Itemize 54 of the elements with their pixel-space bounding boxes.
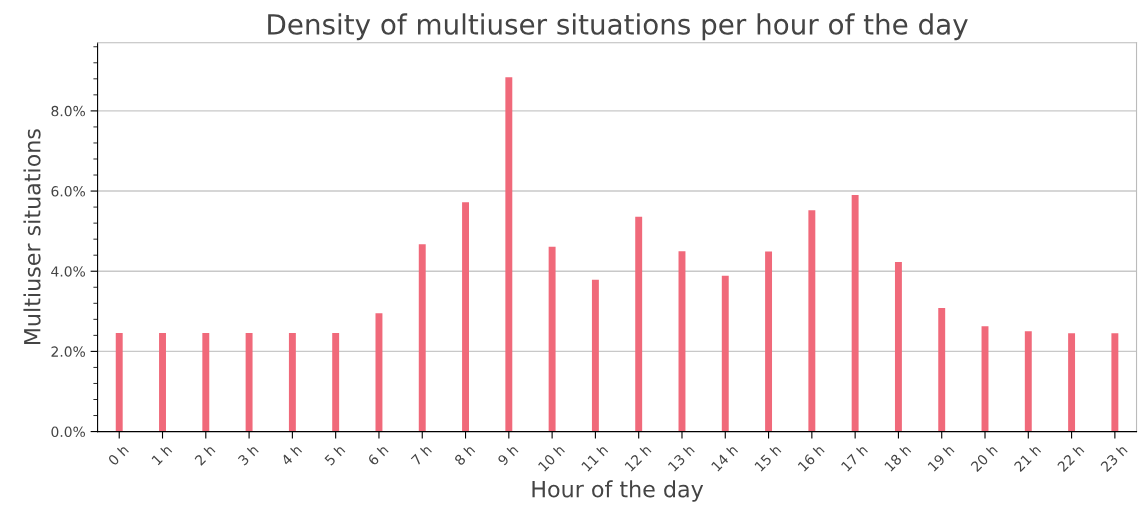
x-tick-label: 19 h — [927, 444, 955, 472]
bar — [808, 210, 816, 432]
x-tick-label: 16 h — [797, 444, 825, 472]
y-tick-label: 4.0% — [51, 266, 86, 277]
x-tick-label: 11 h — [580, 444, 609, 472]
bar — [332, 332, 340, 432]
bar — [548, 246, 556, 432]
x-tick-label: 18 h — [883, 444, 912, 472]
bar — [115, 332, 123, 432]
chart-title: Density of multiuser situations per hour of the day — [268, 13, 968, 41]
x-tick-label: 4 h — [280, 444, 303, 466]
bar — [202, 332, 210, 432]
bar — [591, 279, 599, 432]
bar — [635, 216, 643, 432]
y-tick-label: 8.0% — [51, 105, 86, 117]
bar — [462, 202, 469, 432]
bar — [418, 244, 426, 432]
bar — [1024, 331, 1032, 432]
bar — [1068, 333, 1076, 432]
bar — [288, 332, 296, 432]
x-tick-label: 9 h — [496, 444, 519, 466]
bar — [159, 332, 166, 432]
bar — [765, 251, 773, 432]
y-tick-label: 2.0% — [51, 346, 86, 357]
x-tick-label: 21 h — [1013, 444, 1042, 472]
x-tick-label: 22 h — [1056, 444, 1085, 472]
y-tick-label: 0.0% — [51, 426, 86, 438]
x-tick-label: 8 h — [453, 444, 476, 466]
y-tick-label: 6.0% — [51, 186, 86, 197]
x-tick-label: 12 h — [624, 444, 652, 472]
x-tick-label: 6 h — [367, 444, 389, 466]
x-tick-label: 17 h — [840, 444, 868, 472]
x-tick-label: 3 h — [237, 444, 259, 466]
bar — [721, 275, 729, 432]
x-tick-label: 13 h — [667, 444, 695, 472]
bar — [938, 308, 946, 432]
x-tick-label: 10 h — [537, 444, 566, 472]
y-axis-title: Multiuser situations — [23, 129, 41, 345]
bar — [505, 77, 513, 432]
x-tick-label: 7 h — [410, 444, 432, 466]
x-tick-label: 0 h — [107, 444, 130, 466]
x-tick-label: 5 h — [323, 444, 346, 466]
x-tick-label: 14 h — [710, 444, 739, 472]
x-tick-label: 20 h — [970, 444, 998, 473]
x-tick-label: 1 h — [151, 444, 173, 466]
bar — [894, 262, 902, 432]
bar — [1111, 333, 1119, 432]
x-tick-label: 23 h — [1099, 444, 1128, 473]
x-tick-label: 2 h — [193, 444, 216, 466]
bar — [245, 332, 253, 432]
bar — [375, 313, 383, 432]
x-axis-title: Hour of the day — [532, 480, 704, 502]
bar — [851, 195, 859, 432]
x-tick-label: 15 h — [753, 444, 782, 472]
